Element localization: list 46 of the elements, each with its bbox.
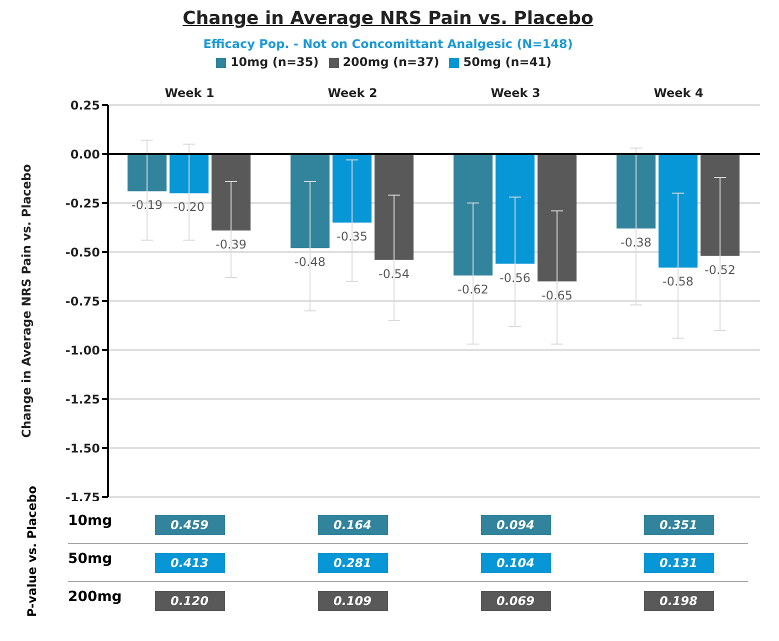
- y-tick-label: -1.25: [65, 392, 100, 406]
- data-label: -0.48: [294, 255, 326, 270]
- text: 0.459: [154, 515, 224, 535]
- y-tick-label: -0.50: [65, 245, 100, 260]
- legend-label: 10mg (n=35): [230, 55, 319, 69]
- y-tick-label: -1.00: [65, 343, 100, 358]
- text: 0.198: [644, 591, 714, 611]
- data-label: -0.62: [458, 282, 489, 297]
- text: 0.069: [480, 591, 550, 611]
- data-label: -0.19: [132, 198, 163, 212]
- text: 0.281: [318, 553, 388, 573]
- legend-label: 200mg (n=37): [342, 55, 440, 69]
- x-tick-label: Week 3: [490, 86, 540, 100]
- text: P-value vs. Placebo: [25, 486, 39, 617]
- data-label: -0.35: [336, 230, 368, 244]
- text: 50mg: [68, 551, 112, 567]
- text: 0.120: [154, 591, 224, 611]
- text: 0.413: [154, 553, 224, 573]
- x-tick-label: Week 4: [654, 86, 704, 100]
- x-tick-label: Week 1: [164, 86, 214, 100]
- data-label: -0.39: [216, 237, 247, 252]
- y-tick-label: 0.25: [70, 98, 100, 112]
- y-axis-title: Change in Average NRS Pain vs. Placebo: [19, 164, 34, 438]
- text: 0.104: [480, 553, 550, 573]
- chart-title: Change in Average NRS Pain vs. Placebo: [182, 8, 594, 29]
- data-label: -0.20: [174, 200, 205, 214]
- data-label: -0.56: [500, 270, 531, 285]
- chart-subtitle: Efficacy Pop. - Not on Concomittant Analgesic (N=148): [202, 37, 574, 51]
- text: 0.109: [318, 591, 388, 611]
- data-label: -0.65: [542, 288, 573, 302]
- y-tick-label: -0.75: [65, 294, 100, 308]
- y-tick-label: -0.25: [65, 196, 100, 210]
- text: 200mg: [68, 589, 122, 605]
- x-tick-label: Week 2: [328, 86, 378, 100]
- text: 0.351: [644, 515, 714, 535]
- text: 0.094: [480, 515, 550, 535]
- legend-label: 50mg (n=41): [463, 55, 552, 69]
- text: 10mg: [68, 513, 112, 529]
- text: 0.131: [644, 553, 714, 573]
- data-label: -0.38: [620, 235, 652, 250]
- data-label: -0.52: [704, 262, 736, 277]
- y-tick-label: -1.50: [65, 441, 100, 456]
- text: 0.164: [318, 515, 388, 535]
- data-label: -0.54: [378, 266, 410, 281]
- y-tick-label: 0.00: [70, 147, 100, 162]
- data-label: -0.58: [662, 274, 694, 289]
